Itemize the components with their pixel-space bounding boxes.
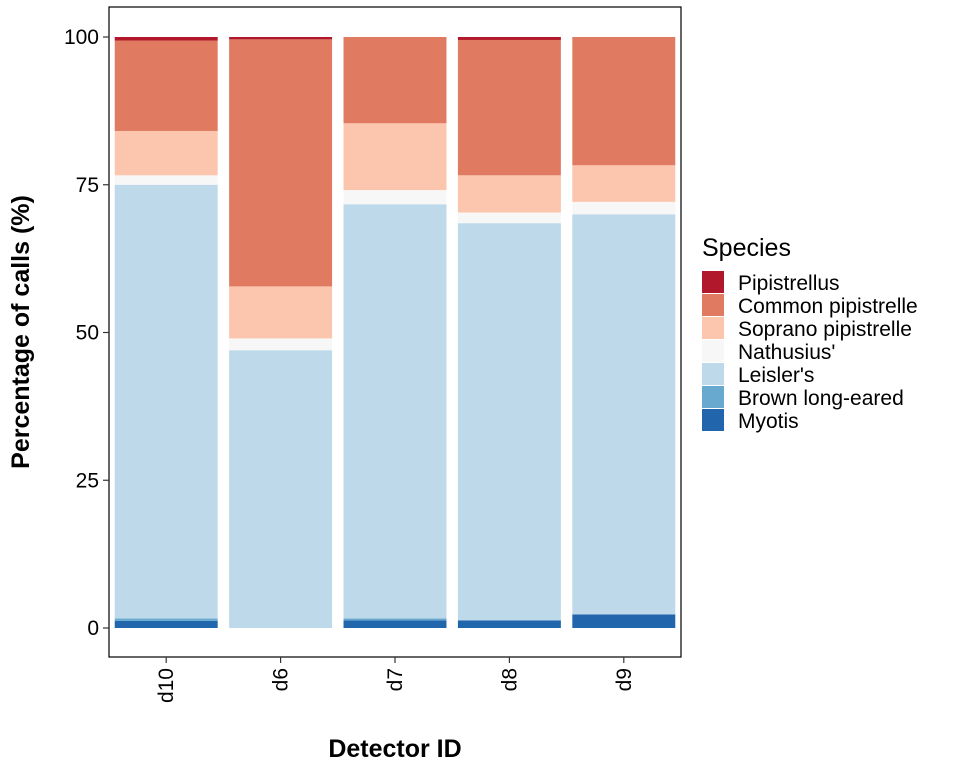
x-tick-label-d6: d6 — [270, 668, 293, 691]
y-axis: 0 25 50 75 100 — [64, 26, 109, 640]
y-tick-label: 100 — [64, 26, 99, 49]
legend-key-leisler-s — [702, 363, 724, 385]
bar-segment-d7-brown-long-eared — [343, 618, 447, 621]
legend-label-leisler-s: Leisler's — [738, 364, 814, 387]
bar-segment-d7-nathusius — [343, 190, 447, 205]
legend-key-brown-long-eared — [702, 386, 724, 408]
y-tick-label: 75 — [76, 174, 99, 197]
x-tick-label-d7: d7 — [384, 668, 407, 691]
bar-segment-d9-nathusius — [572, 201, 676, 215]
bar-segment-d9-common-pipistrelle — [572, 37, 676, 166]
y-axis-title: Percentage of calls (%) — [7, 195, 35, 469]
bar-segment-d9-leisler-s — [572, 214, 676, 615]
bar-segment-d6-nathusius — [229, 338, 333, 351]
y-tick-label: 0 — [87, 617, 99, 640]
legend-key-nathusius — [702, 340, 724, 362]
x-tick-label-d10: d10 — [155, 668, 178, 703]
bar-segment-d6-soprano-pipistrelle — [229, 286, 333, 339]
x-tick-label-d8: d8 — [498, 668, 521, 691]
bar-segment-d9-myotis — [572, 614, 676, 628]
legend-label-nathusius: Nathusius' — [738, 341, 835, 364]
x-axis: d10 d6 d7 d8 d9 — [155, 657, 636, 703]
bar-segment-d10-brown-long-eared — [114, 618, 218, 621]
legend-key-pipistrellus — [702, 271, 724, 293]
bar-segment-d8-myotis — [457, 620, 561, 628]
legend-label-myotis: Myotis — [738, 410, 799, 433]
bar-segment-d8-pipistrellus — [457, 37, 561, 40]
bar-segment-d10-nathusius — [114, 175, 218, 185]
bar-segment-d8-leisler-s — [457, 223, 561, 621]
y-tick-label: 50 — [76, 322, 99, 345]
bar-segment-d7-myotis — [343, 620, 447, 628]
bar-segment-d9-soprano-pipistrelle — [572, 165, 676, 202]
bar-segment-d10-soprano-pipistrelle — [114, 130, 218, 176]
x-tick-label-d9: d9 — [613, 668, 636, 691]
bar-segment-d8-soprano-pipistrelle — [457, 175, 561, 213]
bar-segment-d10-pipistrellus — [114, 37, 218, 41]
legend-key-common-pipistrelle — [702, 294, 724, 316]
bar-segment-d7-common-pipistrelle — [343, 37, 447, 124]
bar-segment-d6-common-pipistrelle — [229, 39, 333, 287]
legend-key-soprano-pipistrelle — [702, 317, 724, 339]
legend-label-soprano-pipistrelle: Soprano pipistrelle — [738, 318, 912, 341]
bar-segment-d7-leisler-s — [343, 204, 447, 619]
legend-label-pipistrellus: Pipistrellus — [738, 272, 840, 295]
x-axis-title: Detector ID — [328, 735, 461, 763]
legend-title: Species — [702, 234, 791, 262]
bar-segment-d8-nathusius — [457, 212, 561, 224]
bars-layer — [114, 37, 676, 628]
legend-key-myotis — [702, 409, 724, 431]
bar-segment-d6-leisler-s — [229, 350, 333, 628]
bar-segment-d6-pipistrellus — [229, 37, 333, 40]
bar-segment-d7-soprano-pipistrelle — [343, 123, 447, 191]
bar-segment-d10-myotis — [114, 620, 218, 628]
legend-label-brown-long-eared: Brown long-eared — [738, 387, 904, 410]
bar-segment-d10-common-pipistrelle — [114, 40, 218, 131]
legend-label-common-pipistrelle: Common pipistrelle — [738, 295, 918, 318]
bar-segment-d8-common-pipistrelle — [457, 39, 561, 176]
y-tick-label: 25 — [76, 469, 99, 492]
bar-segment-d10-leisler-s — [114, 184, 218, 619]
